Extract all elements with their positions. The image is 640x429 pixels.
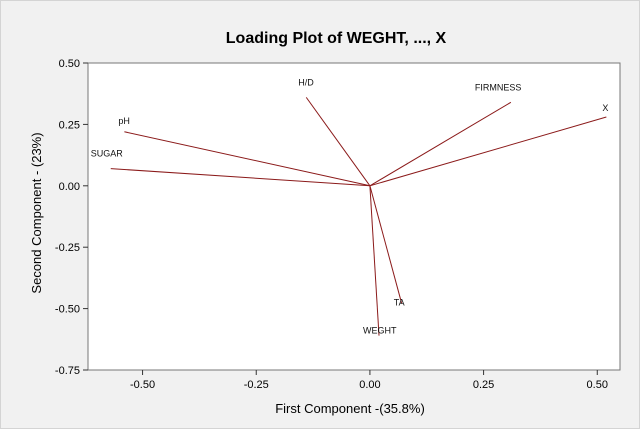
loading-line-ph (124, 131, 371, 187)
y-tick-label: 0.50 (59, 58, 80, 70)
loading-line-sugar (110, 168, 370, 187)
x-axis-label: First Component -(35.8%) (275, 401, 425, 416)
x-tick-label: -0.50 (130, 379, 155, 391)
y-tick-label: -0.50 (55, 304, 80, 316)
y-tick-label: 0.25 (59, 119, 80, 131)
loading-line-h-d (305, 97, 371, 187)
loading-line-x (369, 116, 607, 187)
y-axis: 0.50 0.25 0.00 -0.25 -0.50 -0.75 (55, 58, 88, 377)
y-tick-label: -0.25 (55, 242, 80, 254)
chart-title: Loading Plot of WEGHT, ..., X (226, 30, 447, 47)
x-tick-label: -0.25 (244, 379, 269, 391)
x-axis: -0.50 -0.25 0.00 0.25 0.50 (130, 370, 608, 391)
y-tick-label: 0.00 (59, 181, 80, 193)
loading-series: pH SUGAR H/D FIRMNESS X TA WEGHT (91, 77, 608, 336)
x-tick-label: 0.00 (359, 379, 380, 391)
loading-label-firmness: FIRMNESS (475, 82, 522, 92)
loading-line-weght (369, 185, 380, 336)
loading-label-ph: pH (118, 116, 130, 126)
loading-label-h-d: H/D (298, 77, 314, 87)
loading-line-firmness (369, 101, 512, 187)
y-axis-label: Second Component - (23%) (29, 132, 44, 293)
loading-label-weght: WEGHT (363, 326, 397, 336)
x-tick-label: 0.25 (473, 379, 494, 391)
loading-label-x: X (602, 103, 608, 113)
y-tick-label: -0.75 (55, 365, 80, 377)
plot-area (87, 62, 621, 371)
loading-label-ta: TA (394, 298, 405, 308)
x-tick-label: 0.50 (587, 379, 608, 391)
loading-line-ta (369, 185, 403, 304)
loading-label-sugar: SUGAR (91, 149, 124, 159)
